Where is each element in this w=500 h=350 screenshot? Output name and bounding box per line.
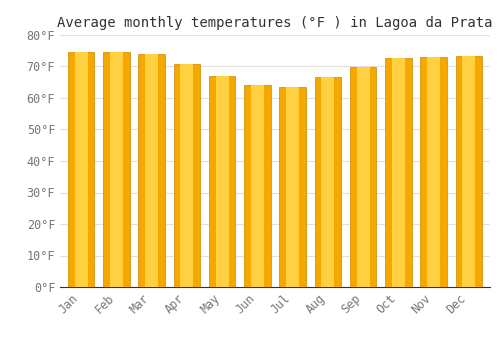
Bar [427, 57, 440, 287]
Bar [138, 54, 165, 287]
Bar [314, 77, 341, 287]
Bar [456, 56, 482, 287]
Title: Average monthly temperatures (°F ) in Lagoa da Prata: Average monthly temperatures (°F ) in La… [57, 16, 493, 30]
Bar [392, 58, 405, 287]
Bar [356, 67, 370, 287]
Bar [244, 85, 270, 287]
Bar [280, 87, 306, 287]
Bar [180, 64, 194, 287]
Bar [251, 85, 264, 287]
Bar [74, 52, 88, 287]
Bar [145, 54, 158, 287]
Bar [385, 58, 411, 287]
Bar [322, 77, 334, 287]
Bar [462, 56, 475, 287]
Bar [209, 76, 236, 287]
Bar [174, 64, 200, 287]
Bar [68, 52, 94, 287]
Bar [350, 67, 376, 287]
Bar [216, 76, 228, 287]
Bar [103, 52, 130, 287]
Bar [420, 57, 447, 287]
Bar [286, 87, 299, 287]
Bar [110, 52, 123, 287]
